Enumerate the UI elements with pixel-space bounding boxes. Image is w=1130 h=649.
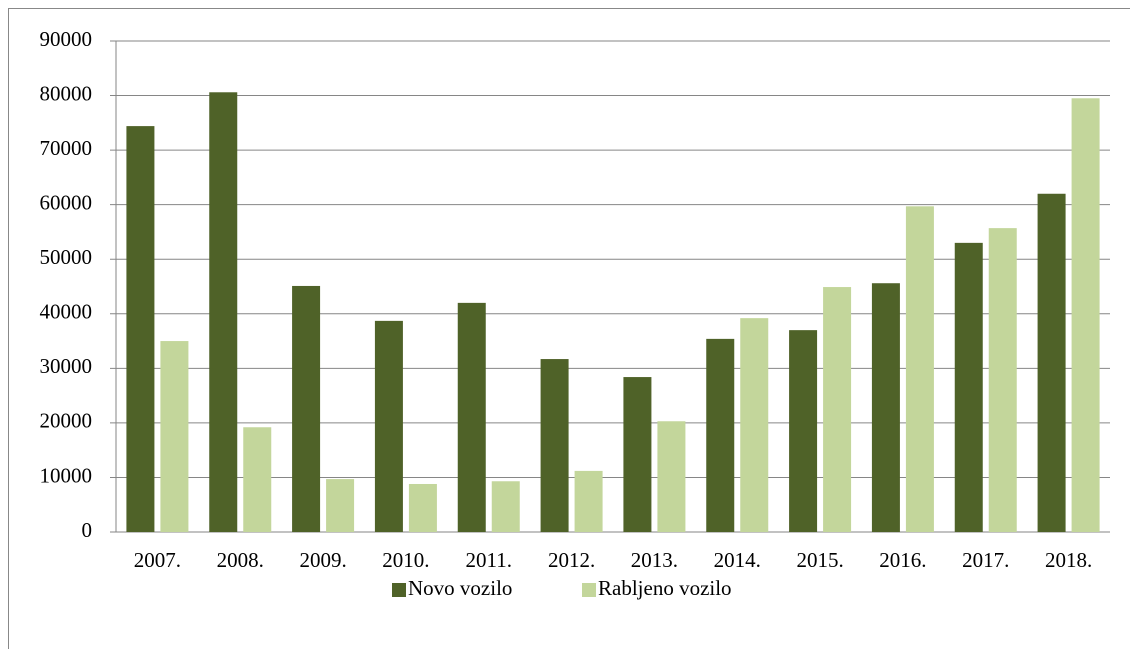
bar	[374, 320, 403, 532]
legend-label: Novo vozilo	[408, 576, 512, 600]
x-tick-label: 2014.	[714, 548, 761, 572]
y-tick-label: 10000	[40, 463, 93, 487]
bar	[1071, 98, 1100, 533]
x-tick-label: 2010.	[382, 548, 429, 572]
bar	[457, 302, 486, 532]
x-tick-label: 2007.	[134, 548, 181, 572]
bar	[126, 126, 155, 533]
legend-swatch	[392, 583, 406, 597]
y-tick-label: 30000	[40, 354, 93, 378]
x-tick-label: 2009.	[299, 548, 346, 572]
bar	[209, 92, 238, 532]
y-tick-label: 70000	[40, 136, 93, 160]
bar	[1037, 193, 1066, 532]
bar	[326, 479, 355, 532]
bar	[706, 338, 735, 532]
bar	[491, 481, 520, 532]
bar	[789, 330, 818, 532]
bar	[988, 228, 1017, 532]
x-tick-label: 2008.	[217, 548, 264, 572]
x-tick-label: 2017.	[962, 548, 1009, 572]
bar	[871, 283, 900, 532]
bar	[657, 421, 686, 532]
y-tick-label: 60000	[40, 190, 93, 214]
legend-swatch	[582, 583, 596, 597]
x-tick-label: 2013.	[631, 548, 678, 572]
bar	[623, 377, 652, 532]
bar	[574, 470, 603, 532]
bar	[823, 287, 852, 532]
y-tick-label: 40000	[40, 300, 93, 324]
x-tick-label: 2011.	[466, 548, 512, 572]
bar	[292, 285, 321, 532]
bar	[243, 427, 272, 532]
y-tick-label: 90000	[40, 27, 93, 51]
x-tick-label: 2015.	[796, 548, 843, 572]
bar	[160, 341, 189, 532]
x-tick-label: 2016.	[879, 548, 926, 572]
y-tick-label: 80000	[40, 81, 93, 105]
x-tick-label: 2018.	[1045, 548, 1092, 572]
x-tick-label: 2012.	[548, 548, 595, 572]
chart-border	[8, 8, 1130, 649]
bar	[740, 318, 769, 532]
y-tick-label: 50000	[40, 245, 93, 269]
bar	[954, 242, 983, 532]
bar	[408, 483, 437, 532]
y-tick-label: 20000	[40, 409, 93, 433]
bar	[540, 359, 569, 532]
legend-label: Rabljeno vozilo	[598, 576, 732, 600]
y-tick-label: 0	[82, 518, 93, 542]
bar	[905, 206, 934, 532]
